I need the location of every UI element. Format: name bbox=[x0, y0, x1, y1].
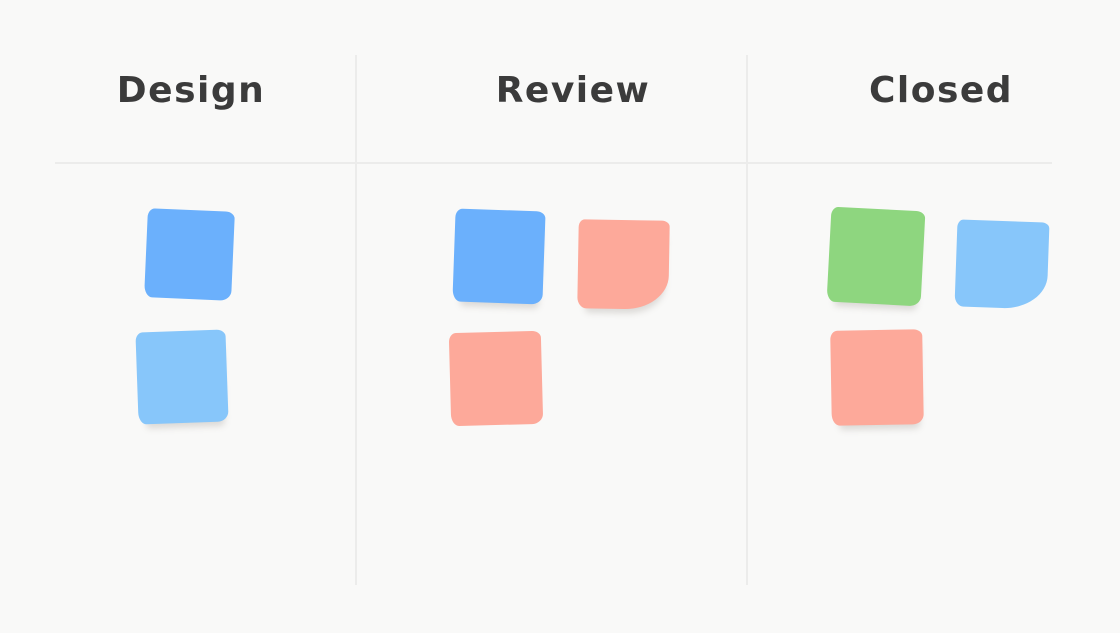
sticky-note[interactable] bbox=[144, 208, 235, 301]
sticky-note[interactable] bbox=[135, 329, 229, 425]
column-header-design: Design bbox=[116, 70, 266, 111]
header-divider-line bbox=[55, 162, 1052, 164]
sticky-note[interactable] bbox=[452, 208, 546, 305]
sticky-note[interactable] bbox=[830, 329, 924, 426]
sticky-note[interactable] bbox=[826, 206, 926, 307]
sticky-note[interactable] bbox=[448, 330, 544, 427]
column-divider-2 bbox=[746, 55, 748, 585]
sticky-note[interactable] bbox=[577, 219, 670, 310]
column-header-review: Review bbox=[495, 70, 651, 111]
sticky-note[interactable] bbox=[954, 219, 1050, 310]
column-divider-1 bbox=[355, 55, 357, 585]
column-header-closed: Closed bbox=[868, 70, 1014, 111]
